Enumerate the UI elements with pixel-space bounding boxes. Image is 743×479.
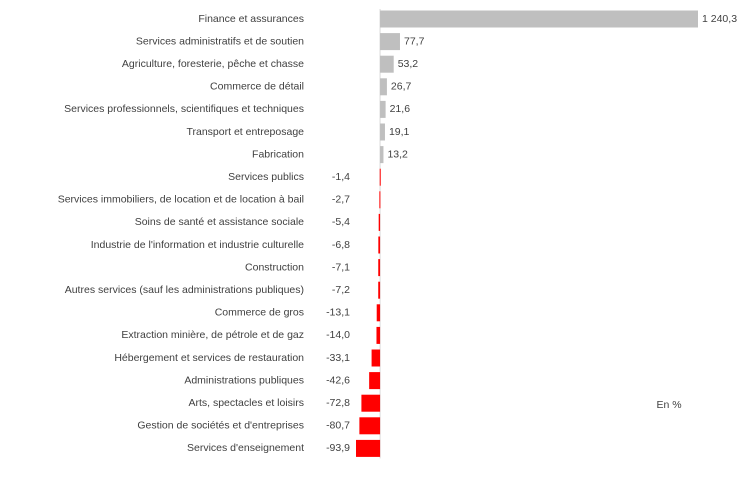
bar [380, 33, 400, 51]
category-label: Commerce de détail [210, 81, 304, 93]
value-label: 1 240,3 [702, 13, 737, 25]
bar [380, 78, 387, 96]
category-label: Gestion de sociétés et d'entreprises [137, 420, 304, 432]
category-label: Administrations publiques [184, 374, 304, 386]
bar [361, 394, 381, 412]
value-label: 77,7 [404, 35, 425, 47]
bar [378, 236, 381, 254]
bar [359, 417, 381, 435]
bar [356, 439, 381, 457]
bar [376, 326, 381, 344]
category-label: Agriculture, foresterie, pêche et chasse [122, 58, 304, 70]
value-label: -14,0 [326, 329, 350, 341]
value-label: -72,8 [326, 397, 350, 409]
bar [369, 372, 381, 390]
category-label: Services administratifs et de soutien [136, 35, 304, 47]
annotation: En % [656, 399, 681, 411]
value-label: -7,2 [332, 284, 350, 296]
category-label: Soins de santé et assistance sociale [135, 216, 304, 228]
value-label: 13,2 [387, 148, 408, 160]
bar [378, 213, 381, 231]
value-label: -2,7 [332, 194, 350, 206]
category-label: Services immobiliers, de location et de … [58, 194, 304, 206]
value-label: -5,4 [332, 216, 350, 228]
category-label: Transport et entreposage [186, 126, 304, 138]
category-label: Services d'enseignement [187, 442, 304, 454]
bar [376, 304, 381, 322]
bar [379, 168, 381, 186]
category-label: Extraction minière, de pétrole et de gaz [121, 329, 304, 341]
bar [380, 100, 386, 118]
category-label: Industrie de l'information et industrie … [91, 239, 304, 251]
bar [371, 349, 381, 367]
category-label: Arts, spectacles et loisirs [188, 397, 304, 409]
value-label: 19,1 [389, 126, 410, 138]
category-label: Commerce de gros [215, 307, 304, 319]
bar [380, 123, 385, 141]
value-label: -6,8 [332, 239, 350, 251]
bar [378, 259, 381, 277]
value-label: -13,1 [326, 307, 350, 319]
category-label: Hébergement et services de restauration [114, 352, 304, 364]
value-label: 53,2 [398, 58, 419, 70]
category-label: Services professionnels, scientifiques e… [64, 103, 304, 115]
value-label: 21,6 [390, 103, 411, 115]
value-label: -7,1 [332, 261, 350, 273]
bar [380, 10, 698, 28]
value-label: -42,6 [326, 374, 350, 386]
bar [380, 146, 384, 164]
category-label: Services publics [228, 171, 304, 183]
value-label: -1,4 [332, 171, 350, 183]
category-label: Fabrication [252, 148, 304, 160]
bar [380, 55, 394, 73]
bar [379, 191, 381, 209]
value-label: -33,1 [326, 352, 350, 364]
value-label: -93,9 [326, 442, 350, 454]
category-label: Autres services (sauf les administration… [65, 284, 304, 296]
category-label: Construction [245, 261, 304, 273]
value-label: 26,7 [391, 81, 412, 93]
category-label: Finance et assurances [198, 13, 304, 25]
bar [378, 281, 381, 299]
value-label: -80,7 [326, 420, 350, 432]
